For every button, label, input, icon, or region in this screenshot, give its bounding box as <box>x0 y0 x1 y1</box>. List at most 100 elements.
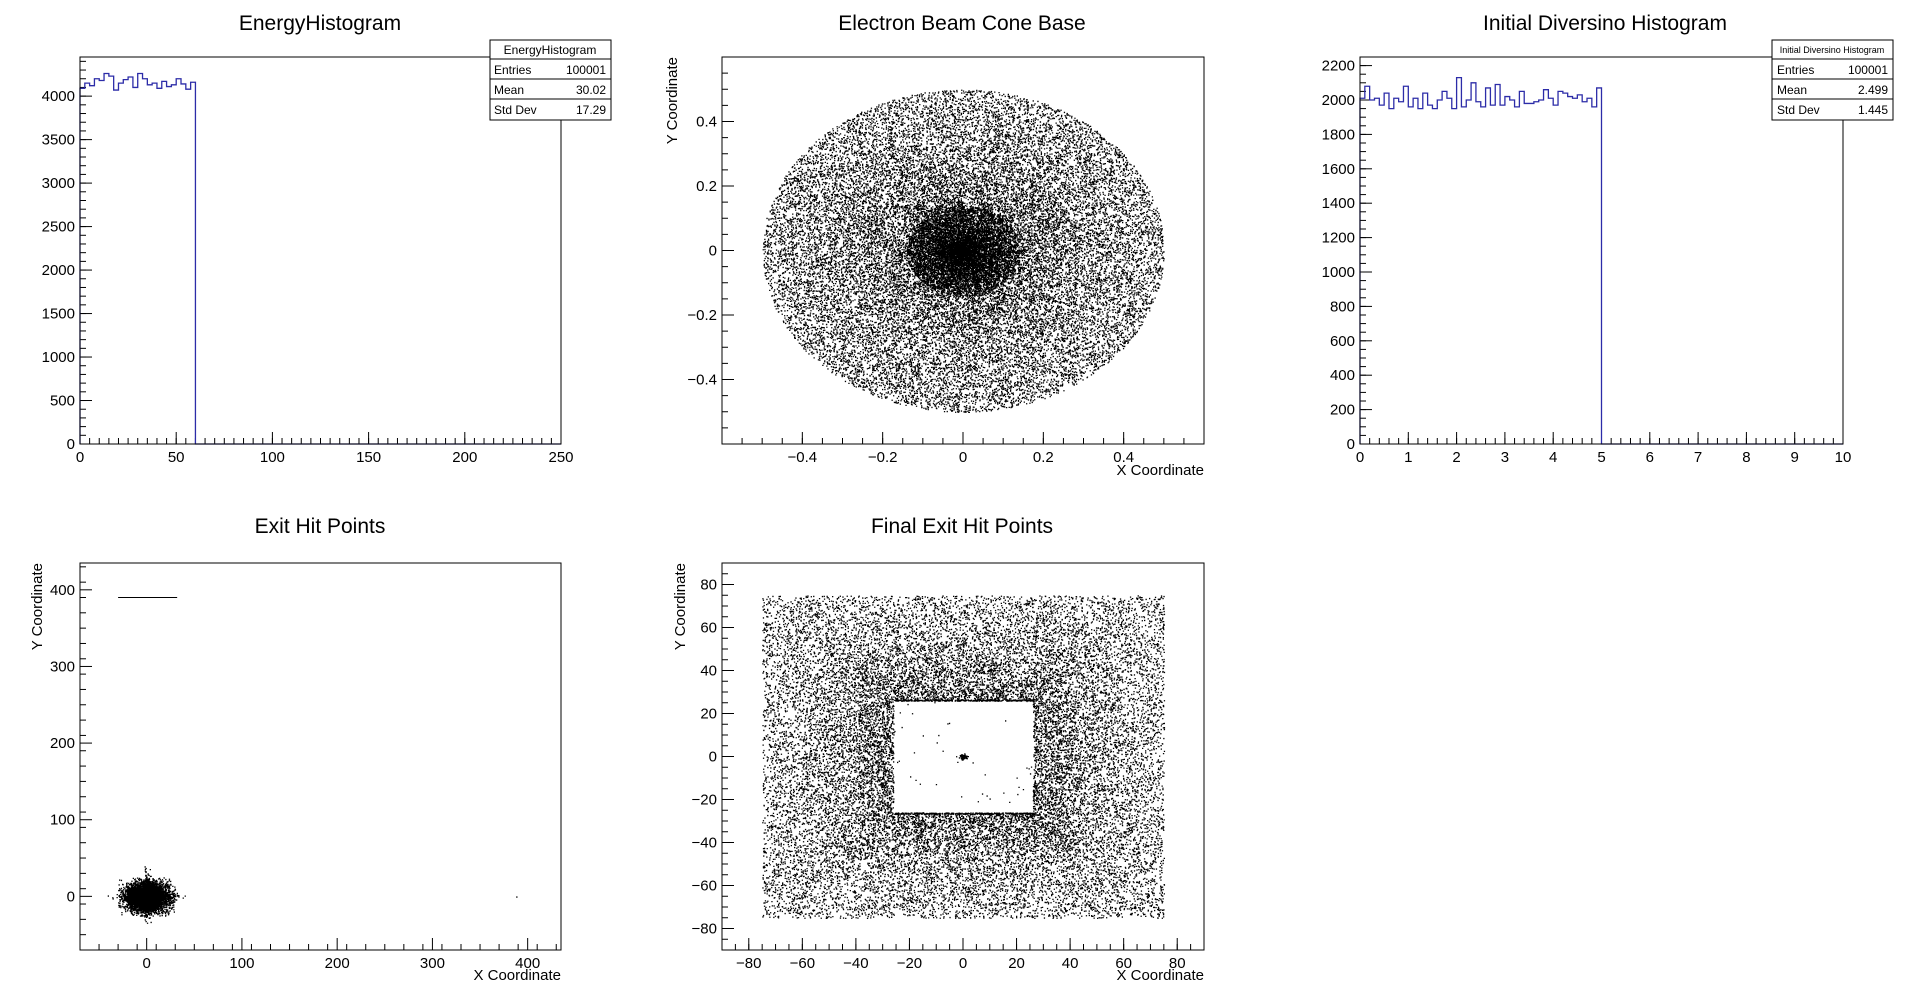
x-tick-label: −20 <box>897 955 922 972</box>
y-tick-label: 1000 <box>42 349 75 366</box>
y-tick-label: 2200 <box>1322 58 1355 75</box>
energy-histogram-bars <box>79 72 561 445</box>
energy-stats-name: EnergyHistogram <box>504 43 597 57</box>
x-tick-label: 7 <box>1694 449 1702 466</box>
exit-hit-points-frame <box>79 562 562 951</box>
final-exit-hit-points-ylabel: Y Coordinate <box>672 563 689 650</box>
final-exit-hit-points-xlabel: X Coordinate <box>1116 967 1204 984</box>
x-tick-label: 9 <box>1791 449 1799 466</box>
x-tick-label: 3 <box>1501 449 1509 466</box>
diversino-stats-std-label: Std Dev <box>1777 103 1820 117</box>
diversino-histogram-title: Initial Diversino Histogram <box>1483 12 1727 35</box>
y-tick-label: 40 <box>700 663 717 680</box>
energy-stats-entries: 100001 <box>566 63 606 77</box>
diversino-stats-mean-label: Mean <box>1777 83 1807 97</box>
energy-stats-std: 17.29 <box>576 103 606 117</box>
diversino-stats-entries: 100001 <box>1848 63 1888 77</box>
y-tick-label: 80 <box>700 577 717 594</box>
exit-hit-points-xlabel: X Coordinate <box>473 967 561 984</box>
y-tick-label: 100 <box>50 812 75 829</box>
x-tick-label: −0.4 <box>788 449 818 466</box>
cone-base-ylabel: Y Coordinate <box>664 57 681 144</box>
cone-base-title: Electron Beam Cone Base <box>838 12 1085 35</box>
histogram-line <box>1359 76 1843 445</box>
y-tick-label: −20 <box>692 792 717 809</box>
x-tick-label: 0 <box>143 955 151 972</box>
x-tick-label: 200 <box>452 449 477 466</box>
x-tick-label: 0 <box>959 955 967 972</box>
y-tick-label: −80 <box>692 921 717 938</box>
x-tick-label: 60 <box>1115 955 1132 972</box>
energy-stats-mean: 30.02 <box>576 83 606 97</box>
x-tick-label: −80 <box>736 955 761 972</box>
energy-stats-box: EnergyHistogram Entries 100001 Mean 30.0… <box>489 39 612 121</box>
diversino-stats-std: 1.445 <box>1858 103 1888 117</box>
x-tick-label: 20 <box>1008 955 1025 972</box>
y-tick-label: 1500 <box>42 306 75 323</box>
y-tick-label: 3000 <box>42 175 75 192</box>
scatter-points <box>107 866 518 924</box>
exit-hit-points-ticks: 0 100 200 300 400 0 100 200 300 400 <box>50 566 557 972</box>
y-tick-label: 3500 <box>42 132 75 149</box>
x-tick-label: 6 <box>1646 449 1654 466</box>
y-tick-label: 2500 <box>42 219 75 236</box>
final-exit-hit-points-title: Final Exit Hit Points <box>871 515 1053 538</box>
scatter-points <box>762 89 1165 413</box>
x-tick-label: 1 <box>1404 449 1412 466</box>
y-tick-label: 20 <box>700 706 717 723</box>
y-tick-label: 0.2 <box>696 178 717 195</box>
histogram-line <box>79 72 561 445</box>
energy-histogram-panel: EnergyHistogram 0 50 100 150 200 250050010001… <box>42 12 612 466</box>
y-tick-label: 2000 <box>42 262 75 279</box>
y-tick-label: −60 <box>692 878 717 895</box>
x-tick-label: 300 <box>420 955 445 972</box>
x-tick-label: 10 <box>1835 449 1852 466</box>
x-tick-label: −0.2 <box>868 449 898 466</box>
exit-hit-points-title: Exit Hit Points <box>255 515 386 538</box>
y-tick-label: 300 <box>50 658 75 675</box>
y-tick-label: 0 <box>709 243 717 260</box>
exit-hit-points-ylabel: Y Coordinate <box>29 563 46 650</box>
exit-hit-points-panel: Exit Hit Points 0 100 200 300 400 0 100 200 300 4… <box>29 515 562 984</box>
x-tick-label: −40 <box>843 955 868 972</box>
energy-histogram-frame <box>79 56 562 445</box>
diversino-histogram-frame <box>1359 56 1844 445</box>
final-exit-hit-points-points <box>762 595 1166 919</box>
x-tick-label: 50 <box>168 449 185 466</box>
diversino-histogram-panel: Initial Diversino Histogram 0 1 2 3 4 5 6 7 8 9 10… <box>1322 12 1894 466</box>
x-tick-label: 40 <box>1062 955 1079 972</box>
cone-base-ticks: −0.4 −0.2 0 0.2 0.4 −0.4 −0.2 0 0.2 0.4 <box>687 56 1205 466</box>
x-tick-label: 150 <box>356 449 381 466</box>
final-exit-hit-points-frame <box>721 562 1205 951</box>
exit-hit-points-points <box>107 596 518 924</box>
x-tick-label: 8 <box>1742 449 1750 466</box>
y-tick-label: 1200 <box>1322 230 1355 247</box>
y-tick-label: 1000 <box>1322 264 1355 281</box>
y-tick-label: 800 <box>1330 298 1355 315</box>
y-tick-label: 0 <box>67 436 75 453</box>
y-tick-label: 2000 <box>1322 92 1355 109</box>
cone-base-xlabel: X Coordinate <box>1116 462 1204 479</box>
y-tick-label: 60 <box>700 620 717 637</box>
y-tick-label: 400 <box>50 582 75 599</box>
x-tick-label: −60 <box>790 955 815 972</box>
diversino-histogram-ticks: 0 1 2 3 4 5 6 7 8 9 10 0 200 400 600 800 1000 1200 1400 160… <box>1322 56 1852 466</box>
y-tick-label: 0 <box>1347 436 1355 453</box>
x-tick-label: 80 <box>1169 955 1186 972</box>
energy-histogram-ticks: 0 50 100 150 200 2500500100015002000250030003… <box>42 60 574 466</box>
energy-stats-mean-label: Mean <box>494 83 524 97</box>
final-exit-hit-points-panel: Final Exit Hit Points −80 −60 −40 −20 0 20 40 6… <box>672 515 1205 984</box>
energy-stats-std-label: Std Dev <box>494 103 537 117</box>
y-tick-label: 1800 <box>1322 126 1355 143</box>
x-tick-label: 0 <box>76 449 84 466</box>
x-tick-label: 0 <box>959 449 967 466</box>
y-tick-label: 500 <box>50 393 75 410</box>
diversino-stats-name: Initial Diversino Histogram <box>1780 45 1885 55</box>
scatter-points <box>762 595 1166 919</box>
x-tick-label: 4 <box>1549 449 1557 466</box>
y-tick-label: 0.4 <box>696 114 717 131</box>
y-tick-label: 1400 <box>1322 195 1355 212</box>
diversino-histogram-bars <box>1359 76 1843 445</box>
final-exit-hit-points-ticks: −80 −60 −40 −20 0 20 40 60 80 −80 −60 −40 −20 0 20 40 60… <box>692 562 1205 972</box>
y-tick-label: 0 <box>67 888 75 905</box>
